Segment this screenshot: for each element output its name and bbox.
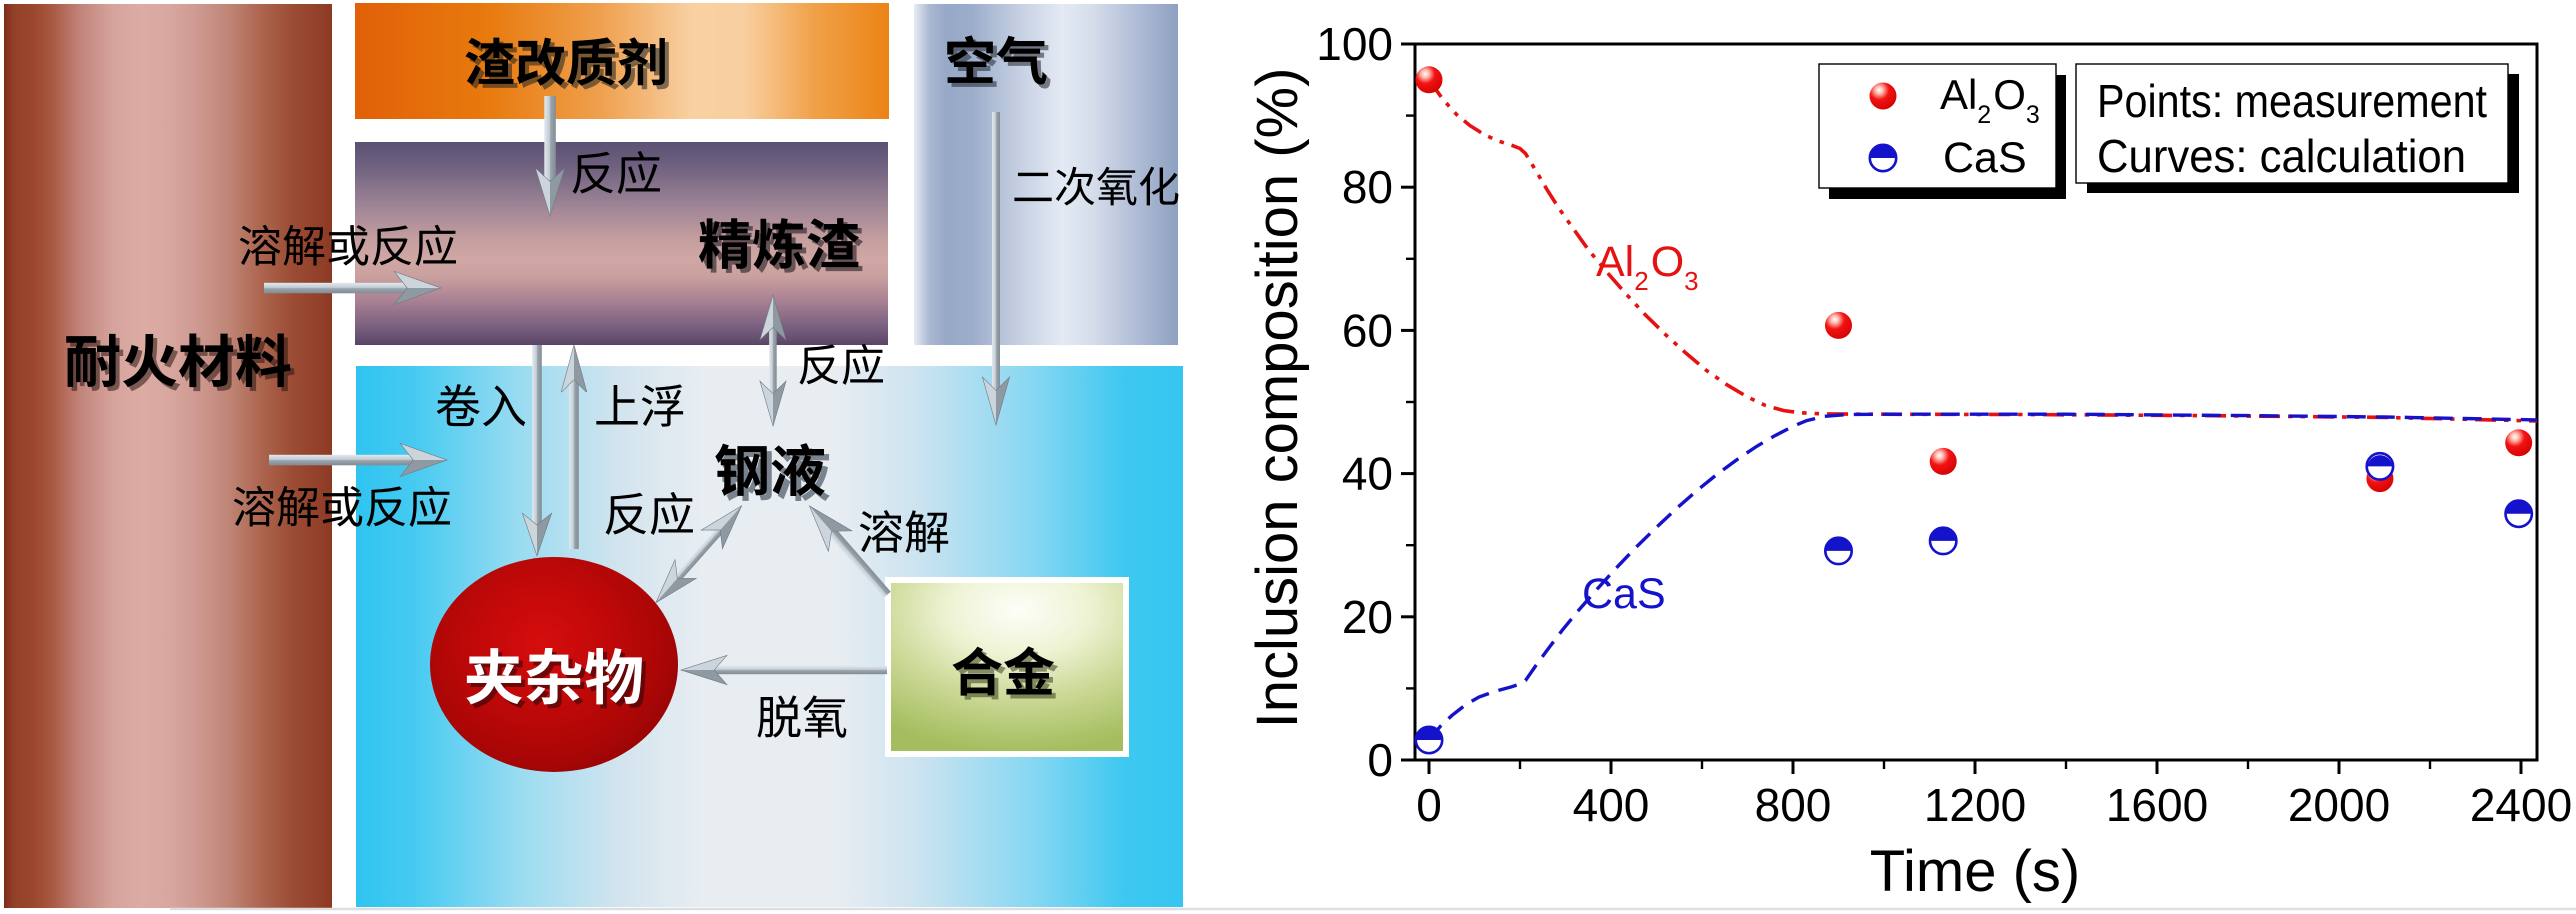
svg-text:O: O [1651,238,1684,286]
svg-text:0: 0 [1416,779,1442,831]
svg-text:CaS: CaS [1582,570,1666,618]
svg-text:400: 400 [1573,779,1650,831]
svg-text:20: 20 [1342,591,1393,643]
svg-text:Al: Al [1596,238,1634,286]
svg-text:CaS: CaS [1943,134,2027,182]
svg-text:800: 800 [1755,779,1832,831]
svg-text:60: 60 [1342,304,1393,356]
svg-text:2: 2 [1634,266,1648,296]
svg-text:Time (s): Time (s) [1870,839,2080,904]
svg-text:100: 100 [1316,18,1393,70]
svg-text:3: 3 [2026,101,2040,129]
svg-text:1200: 1200 [1924,779,2026,831]
svg-text:3: 3 [1684,266,1698,296]
svg-text:40: 40 [1342,448,1393,500]
svg-text:2000: 2000 [2288,779,2390,831]
svg-text:Curves: calculation: Curves: calculation [2097,130,2466,182]
svg-text:Points: measurement: Points: measurement [2097,75,2487,127]
svg-text:2: 2 [1977,101,1991,129]
svg-text:Inclusion composition (%): Inclusion composition (%) [1245,68,1310,729]
svg-text:Al: Al [1940,71,1977,118]
svg-text:O: O [1993,71,2026,118]
svg-text:1600: 1600 [2106,779,2208,831]
svg-text:2400: 2400 [2470,779,2572,831]
svg-text:80: 80 [1342,161,1393,213]
svg-text:0: 0 [1367,734,1393,786]
